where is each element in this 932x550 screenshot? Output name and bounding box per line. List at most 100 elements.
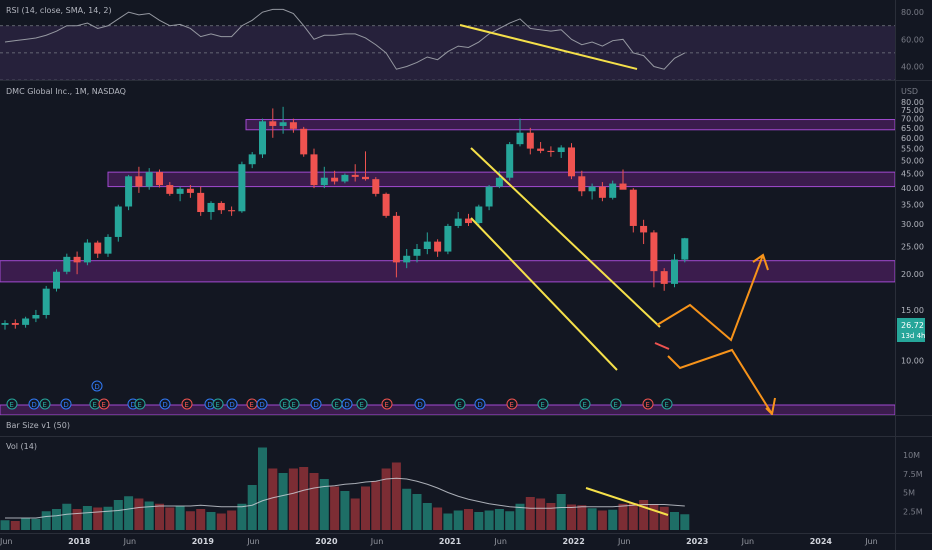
volume-bar	[134, 498, 144, 530]
volume-bar	[103, 506, 113, 530]
candle-body	[238, 164, 246, 212]
time-axis-label: Jun	[370, 537, 384, 546]
price-panel[interactable]: DMC Global Inc., 1M, NASDAQ USD 80.0075.…	[0, 87, 925, 417]
channel-lower-line	[470, 217, 618, 371]
dividend-marker[interactable]	[159, 398, 171, 410]
volume-tick-label: 7.5M	[903, 470, 923, 479]
drawing-annotations	[470, 147, 776, 417]
candle-body	[609, 183, 617, 198]
volume-bar	[577, 505, 587, 530]
volume-bar	[381, 468, 391, 530]
volume-bar	[237, 503, 247, 530]
candle-body	[598, 186, 606, 198]
candle-body	[104, 236, 112, 254]
dividend-marker[interactable]	[226, 398, 238, 410]
dividend-marker[interactable]	[60, 398, 72, 410]
earnings-marker[interactable]	[506, 398, 518, 410]
candle-body	[423, 241, 431, 250]
volume-axis: 10M 7.5M 5M 2.5M	[903, 451, 923, 516]
volume-bar	[247, 485, 257, 530]
volume-bar	[464, 509, 473, 530]
candle-body	[681, 238, 689, 260]
candle-body	[320, 177, 328, 186]
event-marker-label: D	[229, 401, 234, 409]
rsi-panel[interactable]: RSI (14, close, SMA, 14, 2) 80.00 60.00 40…	[0, 6, 924, 81]
volume-bar	[31, 518, 41, 530]
time-axis-label: 2023	[686, 537, 708, 546]
earnings-marker[interactable]	[356, 398, 368, 410]
candle-body	[53, 271, 60, 289]
earnings-marker[interactable]	[537, 398, 549, 410]
volume-bar	[474, 512, 484, 530]
volume-bar	[453, 510, 463, 530]
time-axis-label: 2021	[439, 537, 462, 546]
event-marker-label: D	[477, 401, 482, 409]
earnings-marker[interactable]	[98, 398, 110, 410]
volume-bar	[62, 503, 72, 530]
time-axis[interactable]: Jun 2018 Jun 2019 Jun 2020 Jun 2021 Jun 2022 Jun 20…	[0, 537, 878, 546]
earnings-marker[interactable]	[642, 398, 654, 410]
volume-bar	[155, 503, 164, 530]
volume-bar	[402, 488, 412, 530]
event-marker-label: E	[613, 401, 617, 409]
candle-body	[537, 148, 545, 151]
volume-bar	[556, 494, 566, 530]
earnings-marker[interactable]	[288, 398, 300, 410]
dividend-marker[interactable]	[341, 398, 353, 410]
candle-body	[269, 121, 277, 126]
dividend-marker[interactable]	[256, 398, 268, 410]
event-marker-label: E	[645, 401, 649, 409]
volume-bar	[484, 510, 494, 530]
earnings-marker[interactable]	[39, 398, 51, 410]
volume-panel[interactable]: Vol (14) 10M 7.5M 5M 2.5M	[0, 442, 923, 530]
dividend-marker[interactable]	[310, 398, 322, 410]
price-zone	[0, 260, 896, 283]
volume-bar	[597, 510, 607, 530]
earnings-marker[interactable]	[6, 398, 18, 410]
earnings-marker[interactable]	[181, 398, 193, 410]
earnings-marker[interactable]	[661, 398, 673, 410]
earnings-marker[interactable]	[212, 398, 224, 410]
earnings-marker[interactable]	[454, 398, 466, 410]
volume-bar	[41, 511, 51, 530]
price-tick-label: 70.00	[901, 115, 924, 124]
volume-bar	[371, 481, 381, 530]
event-marker-label: E	[9, 401, 13, 409]
event-marker-label: D	[344, 401, 349, 409]
earnings-marker[interactable]	[579, 398, 591, 410]
last-price-value: 26.72	[901, 321, 924, 330]
candle-body	[629, 189, 637, 226]
candle-body	[619, 183, 627, 190]
volume-bar	[268, 468, 278, 530]
event-marker-label: E	[457, 401, 461, 409]
price-tick-label: 15.00	[901, 306, 924, 315]
dividend-marker[interactable]	[474, 398, 486, 410]
volume-bar	[206, 512, 216, 530]
candle-body	[526, 132, 534, 149]
dividend-marker[interactable]	[28, 398, 40, 410]
earnings-marker[interactable]	[610, 398, 622, 410]
dividend-marker[interactable]	[91, 380, 103, 392]
event-marker-label: E	[582, 401, 586, 409]
bullish-arrow-head	[752, 253, 769, 271]
volume-bar	[443, 513, 453, 530]
price-tick-label: 40.00	[901, 184, 924, 193]
dividend-marker[interactable]	[414, 398, 426, 410]
candle-body	[289, 122, 297, 129]
candle-body	[156, 172, 163, 186]
bullish-scenario-path	[656, 254, 764, 342]
event-marker-label: E	[215, 401, 219, 409]
volume-tick-label: 10M	[903, 451, 920, 460]
volume-bar	[124, 496, 134, 530]
time-axis-label: Jun	[617, 537, 631, 546]
candle-body	[279, 122, 287, 126]
earnings-marker[interactable]	[381, 398, 393, 410]
earnings-marker[interactable]	[134, 398, 146, 410]
volume-tick-label: 5M	[903, 489, 915, 498]
currency-label: USD	[901, 87, 918, 96]
rsi-title: RSI (14, close, SMA, 14, 2)	[6, 6, 112, 15]
event-marker-label: E	[664, 401, 668, 409]
rsi-tick-label: 80.00	[901, 8, 924, 17]
event-markers[interactable]: E D E D E E D E D E D E D E D E E D E D E E D E D E E E E E ED	[6, 380, 673, 410]
